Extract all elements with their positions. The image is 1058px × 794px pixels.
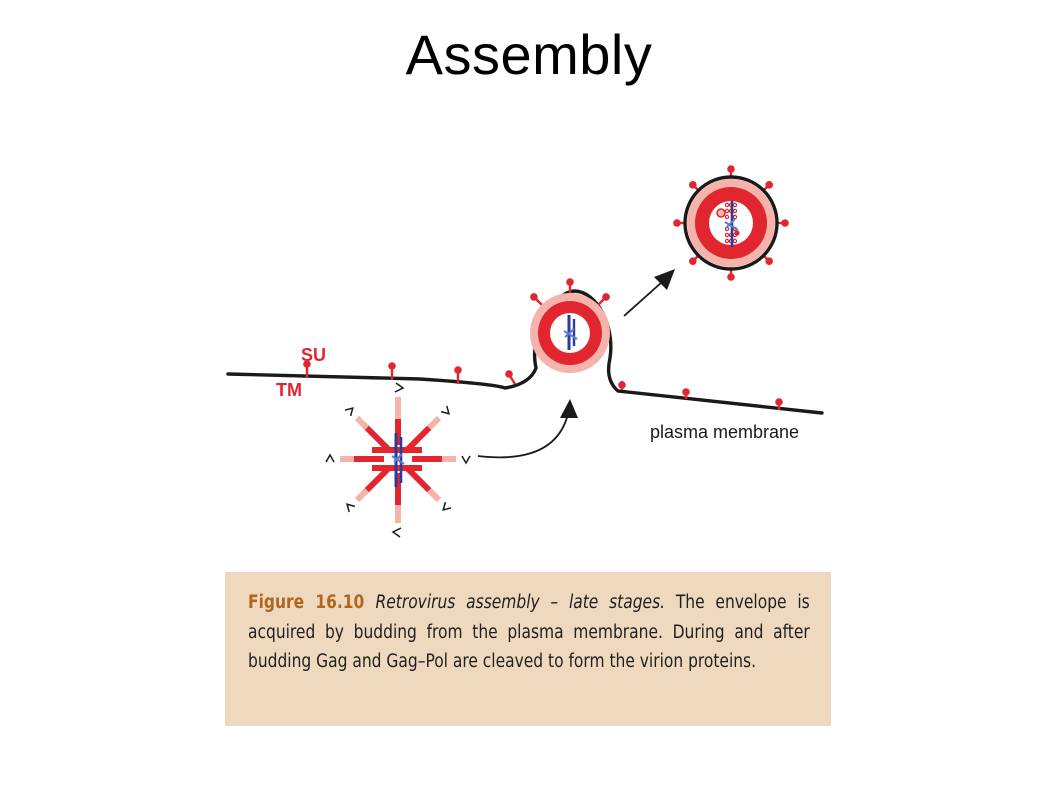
enzyme-mark bbox=[391, 453, 405, 465]
gag-polyprotein-complex bbox=[325, 382, 471, 538]
mature-virion-protein-dot bbox=[716, 208, 726, 218]
bud-enzyme-mark bbox=[563, 328, 578, 340]
label-plasma-membrane: plasma membrane bbox=[650, 422, 799, 442]
membrane-spike bbox=[505, 370, 517, 385]
figure-number: Figure 16.10 bbox=[248, 592, 365, 613]
slide-title: Assembly bbox=[405, 23, 653, 86]
membrane-spike bbox=[454, 366, 462, 384]
membrane-spike bbox=[618, 381, 626, 390]
membrane-spike bbox=[775, 398, 783, 410]
figure-caption: Figure 16.10 Retrovirus assembly – late s… bbox=[248, 588, 810, 677]
mature-virion bbox=[673, 165, 789, 281]
membrane-spike bbox=[388, 362, 396, 380]
mature-virion-membrane bbox=[683, 175, 779, 271]
membrane-spike bbox=[682, 388, 690, 399]
figure-title: Retrovirus assembly – late stages. bbox=[375, 592, 666, 613]
arrow-to-bud bbox=[477, 413, 569, 459]
budding-virion bbox=[530, 278, 610, 373]
mature-virion-enzyme-mark bbox=[724, 218, 739, 231]
membrane-envelope-spikes bbox=[303, 360, 783, 410]
figure-caption-body: The envelope is acquired by budding from… bbox=[248, 592, 810, 672]
mature-virion-spikes bbox=[673, 165, 789, 281]
membrane-spike bbox=[303, 360, 311, 378]
gag-arms bbox=[325, 382, 471, 538]
bud-spikes bbox=[530, 278, 610, 306]
label-tm: TM bbox=[276, 380, 302, 400]
arrow-to-bud-head bbox=[560, 399, 578, 418]
arrow-to-released-virion-head bbox=[654, 269, 675, 290]
figure-caption-box: Figure 16.10 Retrovirus assembly – late s… bbox=[225, 572, 831, 726]
arrow-to-released-virion bbox=[623, 281, 663, 317]
mature-virion-protein-dot bbox=[734, 230, 740, 236]
label-su: SU bbox=[301, 345, 326, 365]
